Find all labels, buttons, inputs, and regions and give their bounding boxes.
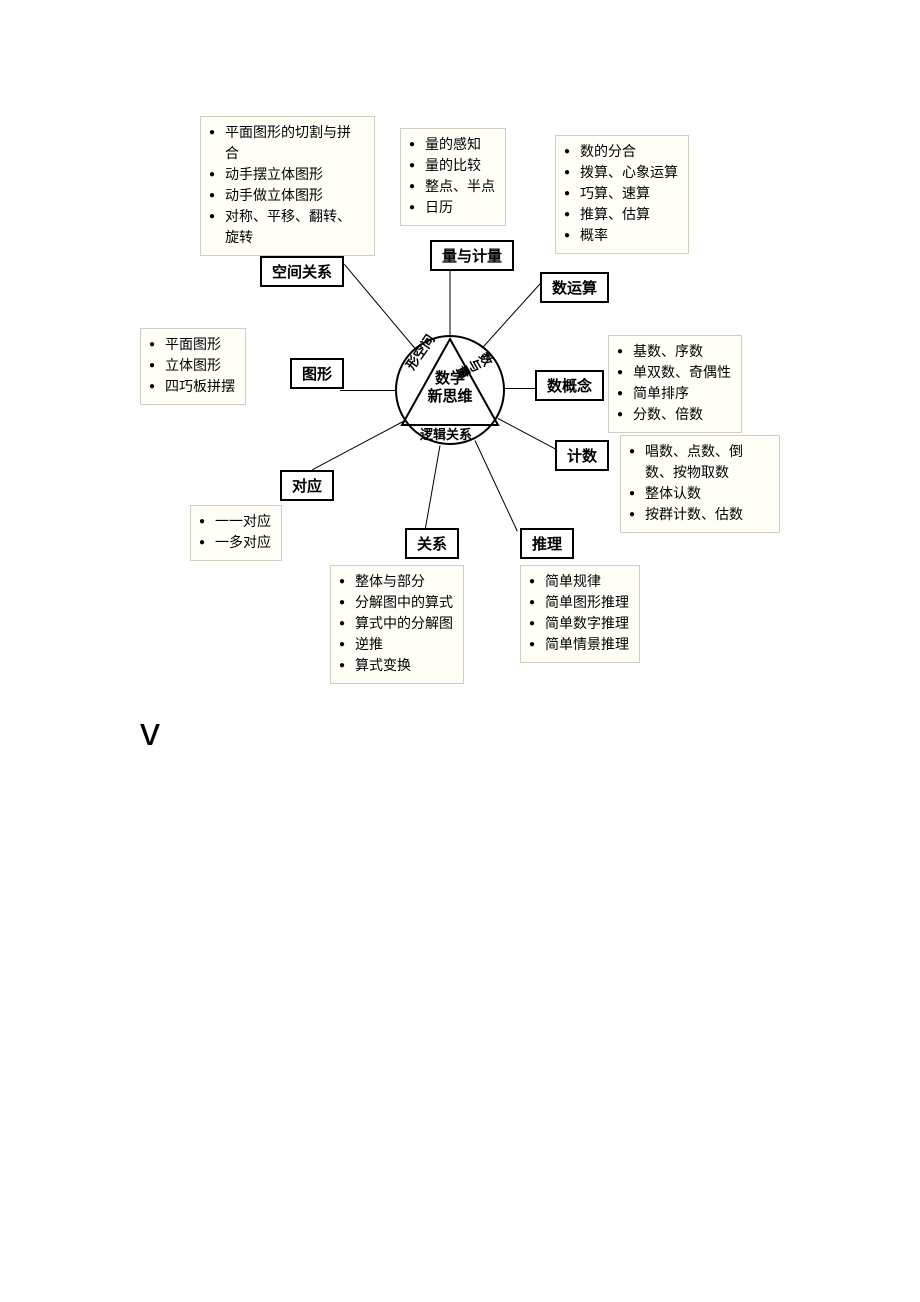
center-line1: 数学 xyxy=(435,371,465,387)
bullets-shugainian: 基数、序数单双数、奇偶性简单排序分数、倍数 xyxy=(608,335,742,433)
bullet-item: 算式中的分解图 xyxy=(337,614,453,635)
bullet-item: 日历 xyxy=(407,198,495,219)
connector-line xyxy=(450,263,451,343)
bullets-jishu: 唱数、点数、倒数、按物取数整体认数按群计数、估数 xyxy=(620,435,780,533)
node-liangyujiliang: 量与计量 xyxy=(430,240,514,271)
node-duiying: 对应 xyxy=(280,470,334,501)
bullet-item: 整体认数 xyxy=(627,484,769,505)
footer-letter: v xyxy=(140,710,160,755)
bullet-item: 平面图形 xyxy=(147,335,235,356)
bullet-item: 一多对应 xyxy=(197,533,271,554)
connector-line xyxy=(424,445,441,534)
bullet-item: 量的感知 xyxy=(407,135,495,156)
bullet-item: 按群计数、估数 xyxy=(627,505,769,526)
bullet-item: 单双数、奇偶性 xyxy=(615,363,731,384)
bullet-item: 简单数字推理 xyxy=(527,614,629,635)
node-guanxi: 关系 xyxy=(405,528,459,559)
bullet-item: 整体与部分 xyxy=(337,572,453,593)
node-kongjianguanxi: 空间关系 xyxy=(260,256,344,287)
bullet-item: 对称、平移、翻转、旋转 xyxy=(207,207,364,249)
center-title: 数学 新思维 xyxy=(415,370,485,406)
connector-line xyxy=(475,440,518,531)
bullet-item: 分解图中的算式 xyxy=(337,593,453,614)
bullet-item: 唱数、点数、倒数、按物取数 xyxy=(627,442,769,484)
node-shugainian: 数概念 xyxy=(535,370,604,401)
bullet-item: 简单规律 xyxy=(527,572,629,593)
node-shuyunsuan: 数运算 xyxy=(540,272,609,303)
bullets-tuili: 简单规律简单图形推理简单数字推理简单情景推理 xyxy=(520,565,640,663)
bullet-item: 立体图形 xyxy=(147,356,235,377)
bullet-item: 四巧板拼摆 xyxy=(147,377,235,398)
bullets-tuxing: 平面图形立体图形四巧板拼摆 xyxy=(140,328,246,405)
bullet-item: 拨算、心象运算 xyxy=(562,163,678,184)
bullets-liangyujiliang: 量的感知量的比较整点、半点日历 xyxy=(400,128,506,226)
bullet-item: 动手做立体图形 xyxy=(207,186,364,207)
bullets-shuyunsuan: 数的分合拨算、心象运算巧算、速算推算、估算概率 xyxy=(555,135,689,254)
bullets-kongjianguanxi: 平面图形的切割与拼合动手摆立体图形动手做立体图形对称、平移、翻转、旋转 xyxy=(200,116,375,256)
node-jishu: 计数 xyxy=(555,440,609,471)
node-tuili: 推理 xyxy=(520,528,574,559)
bullet-item: 一一对应 xyxy=(197,512,271,533)
center-line2: 新思维 xyxy=(427,389,472,405)
bullet-item: 平面图形的切割与拼合 xyxy=(207,123,364,165)
connector-line xyxy=(340,390,400,391)
bullets-guanxi: 整体与部分分解图中的算式算式中的分解图逆推算式变换 xyxy=(330,565,464,684)
arc-label-bottom: 逻辑关系 xyxy=(420,424,472,443)
bullet-item: 数的分合 xyxy=(562,142,678,163)
connector-line xyxy=(498,418,560,452)
bullet-item: 简单情景推理 xyxy=(527,635,629,656)
bullet-item: 逆推 xyxy=(337,635,453,656)
bullet-item: 简单排序 xyxy=(615,384,731,405)
bullet-item: 分数、倍数 xyxy=(615,405,731,426)
bullet-item: 基数、序数 xyxy=(615,342,731,363)
bullet-item: 巧算、速算 xyxy=(562,184,678,205)
bullets-duiying: 一一对应一多对应 xyxy=(190,505,282,561)
math-mindmap-diagram: 数学 新思维 形空间 数与量 逻辑关系 量与计量量的感知量的比较整点、半点日历数… xyxy=(140,110,800,710)
bullet-item: 概率 xyxy=(562,226,678,247)
connector-line xyxy=(312,420,405,470)
bullet-item: 动手摆立体图形 xyxy=(207,165,364,186)
bullet-item: 整点、半点 xyxy=(407,177,495,198)
bullet-item: 量的比较 xyxy=(407,156,495,177)
node-tuxing: 图形 xyxy=(290,358,344,389)
bullet-item: 简单图形推理 xyxy=(527,593,629,614)
bullet-item: 算式变换 xyxy=(337,656,453,677)
bullet-item: 推算、估算 xyxy=(562,205,678,226)
